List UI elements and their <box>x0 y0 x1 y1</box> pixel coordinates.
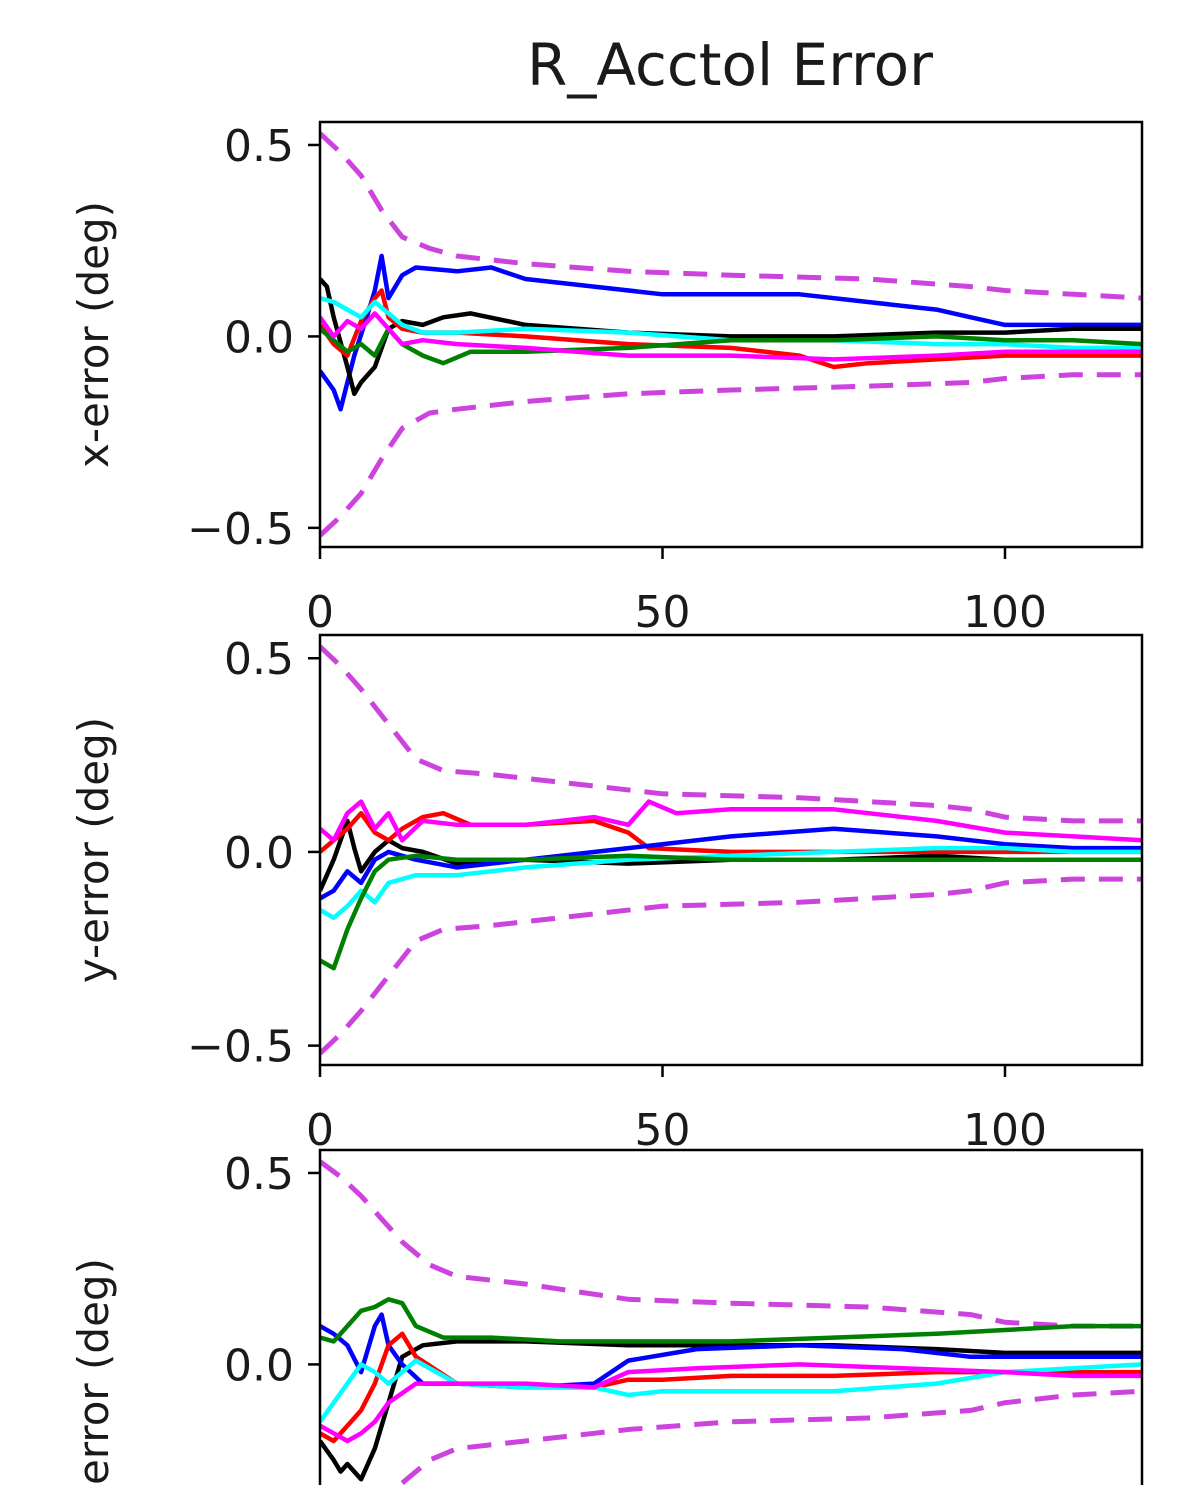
bound-lower-line <box>320 876 1142 1056</box>
series-black-line <box>320 277 1142 397</box>
plot-area <box>320 644 1142 1056</box>
panel-3: 0.0 0.5 error (deg) <box>69 1148 1144 1485</box>
bound-lower-line <box>320 372 1142 538</box>
x-tick-label: 50 <box>635 1105 691 1156</box>
x-tick-label: 50 <box>635 587 691 638</box>
y-tick-label: −0.5 <box>187 504 294 555</box>
series-magenta-line <box>320 1362 1142 1444</box>
y-tick-label: 0.0 <box>224 1340 294 1391</box>
series-magenta-line <box>320 799 1142 843</box>
y-axis-label: y-error (deg) <box>69 717 118 983</box>
y-tick-label: 0.0 <box>224 828 294 879</box>
y-axis-label: error (deg) <box>69 1258 118 1485</box>
bound-lower-line <box>400 1388 1142 1485</box>
series-black-line <box>320 1339 1142 1482</box>
bound-upper-line <box>320 131 1142 301</box>
axes-frame <box>318 1148 1144 1485</box>
y-axis-label: x-error (deg) <box>69 201 118 468</box>
y-tick-label: 0.5 <box>224 121 294 172</box>
y-tick-label: 0.5 <box>224 1149 294 1200</box>
chart-title: R_Acctol Error <box>527 31 933 99</box>
series-green-line <box>320 853 1142 971</box>
plot-area <box>320 131 1142 538</box>
series-red-line <box>320 810 1142 855</box>
axes-frame <box>318 633 1144 1067</box>
series-magenta-line <box>320 311 1142 362</box>
x-tick-label: 0 <box>306 1105 334 1156</box>
series-cyan-line <box>320 845 1142 921</box>
y-tick-label: −0.5 <box>187 1022 294 1073</box>
bound-upper-line <box>320 644 1142 824</box>
panel-1: −0.5 0.0 0.5 0 50 100 x-error (deg) <box>69 120 1144 638</box>
series-cyan-line <box>320 1358 1142 1424</box>
y-tick-label: 0.5 <box>224 634 294 685</box>
series-green-line <box>320 326 1142 366</box>
series-blue-line <box>320 826 1142 901</box>
x-tick-label: 0 <box>306 587 334 638</box>
axes-frame <box>318 120 1144 549</box>
y-tick-label: 0.0 <box>224 312 294 363</box>
series-blue-line <box>320 253 1142 412</box>
bound-upper-line <box>320 1159 1142 1329</box>
series-green-line <box>320 1297 1142 1344</box>
panel-2: −0.5 0.0 0.5 0 50 100 y-error (deg) <box>69 633 1144 1156</box>
x-tick-label: 100 <box>963 1105 1047 1156</box>
x-tick-label: 100 <box>963 587 1047 638</box>
plot-area <box>320 1159 1142 1485</box>
series-cyan-line <box>320 295 1142 351</box>
